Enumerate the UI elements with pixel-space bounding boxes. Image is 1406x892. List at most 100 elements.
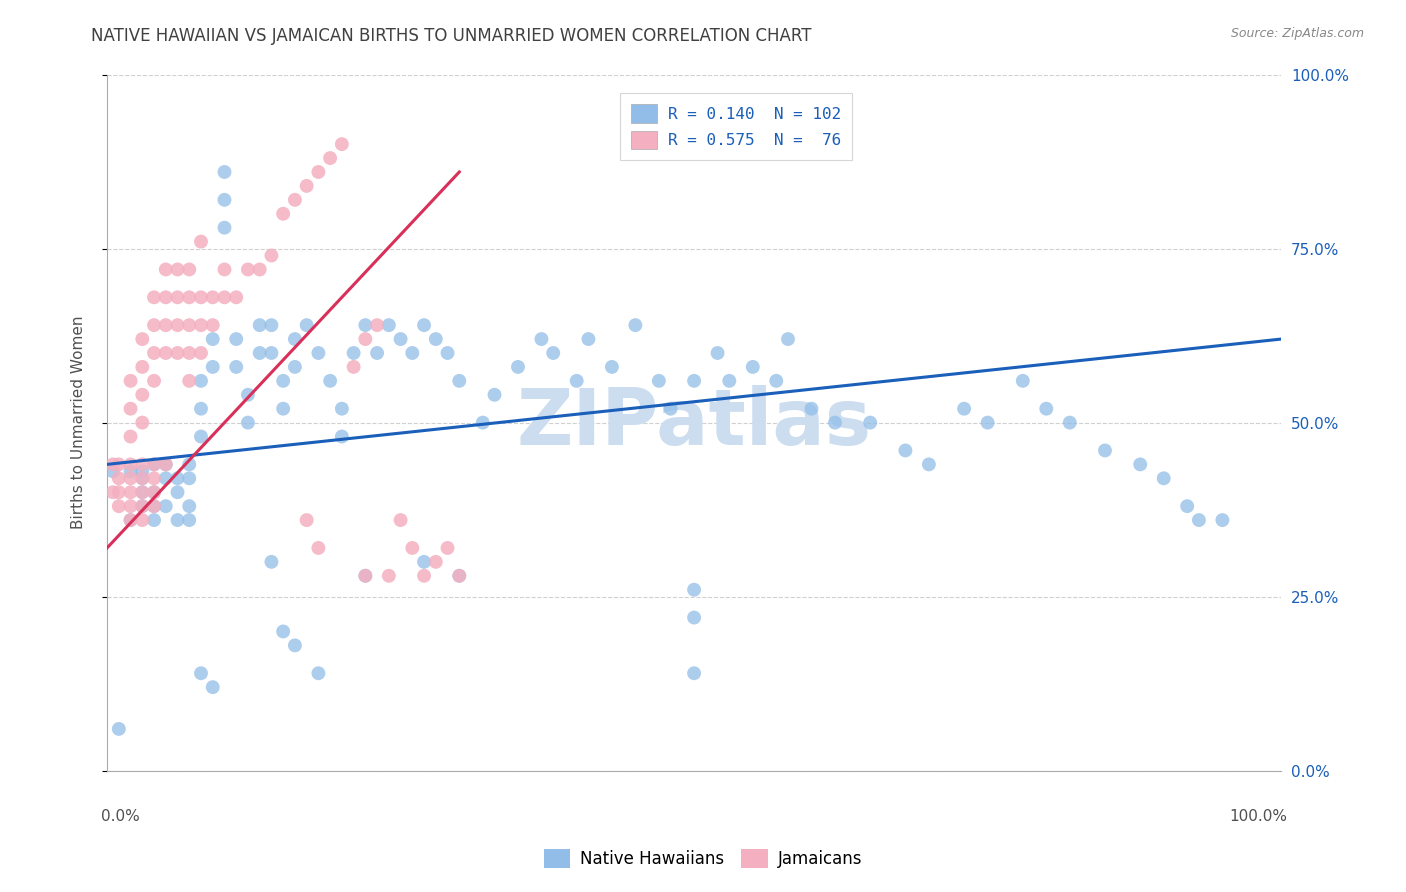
Point: [578, 332, 600, 346]
Point: [131, 471, 153, 485]
Point: [894, 443, 917, 458]
Point: [131, 416, 153, 430]
Point: [260, 346, 283, 360]
Point: [190, 290, 212, 304]
Point: [354, 568, 377, 582]
Point: [155, 346, 177, 360]
Point: [271, 401, 294, 416]
Point: [330, 429, 353, 443]
Point: [190, 401, 212, 416]
Point: [1175, 499, 1198, 513]
Point: [179, 290, 201, 304]
Point: [284, 193, 307, 207]
Point: [143, 318, 166, 333]
Point: [1211, 513, 1233, 527]
Point: [449, 568, 471, 582]
Point: [389, 513, 412, 527]
Point: [155, 458, 177, 472]
Point: [271, 624, 294, 639]
Point: [343, 346, 366, 360]
Point: [190, 429, 212, 443]
Point: [706, 346, 728, 360]
Point: [201, 359, 224, 374]
Point: [284, 332, 307, 346]
Point: [366, 318, 388, 333]
Point: [143, 499, 166, 513]
Point: [295, 178, 318, 193]
Point: [378, 568, 401, 582]
Point: [120, 499, 142, 513]
Point: [108, 485, 131, 500]
Point: [330, 401, 353, 416]
Point: [108, 499, 131, 513]
Point: [166, 513, 188, 527]
Point: [155, 318, 177, 333]
Point: [330, 137, 353, 152]
Point: [166, 262, 188, 277]
Point: [143, 458, 166, 472]
Point: [1153, 471, 1175, 485]
Point: [225, 290, 247, 304]
Point: [166, 290, 188, 304]
Point: [953, 401, 976, 416]
Point: [179, 499, 201, 513]
Point: [101, 485, 124, 500]
Point: [307, 541, 329, 555]
Point: [1129, 458, 1152, 472]
Point: [225, 359, 247, 374]
Point: [541, 346, 564, 360]
Point: [201, 332, 224, 346]
Point: [120, 374, 142, 388]
Point: [131, 388, 153, 402]
Point: [155, 471, 177, 485]
Point: [683, 374, 706, 388]
Point: [624, 318, 647, 333]
Point: [143, 513, 166, 527]
Point: [565, 374, 588, 388]
Point: [131, 513, 153, 527]
Point: [120, 513, 142, 527]
Point: [120, 458, 142, 472]
Point: [131, 485, 153, 500]
Point: [108, 722, 131, 736]
Legend: Native Hawaiians, Jamaicans: Native Hawaiians, Jamaicans: [537, 843, 869, 875]
Point: [683, 610, 706, 624]
Point: [214, 165, 236, 179]
Point: [131, 499, 153, 513]
Point: [166, 471, 188, 485]
Point: [179, 374, 201, 388]
Point: [1094, 443, 1116, 458]
Point: [471, 416, 494, 430]
Point: [214, 290, 236, 304]
Point: [101, 458, 124, 472]
Point: [131, 464, 153, 478]
Point: [143, 499, 166, 513]
Point: [271, 374, 294, 388]
Point: [120, 464, 142, 478]
Point: [1011, 374, 1033, 388]
Point: [179, 458, 201, 472]
Text: ZIPatlas: ZIPatlas: [516, 384, 872, 460]
Point: [214, 193, 236, 207]
Point: [108, 458, 131, 472]
Point: [179, 318, 201, 333]
Point: [683, 666, 706, 681]
Y-axis label: Births to Unmarried Women: Births to Unmarried Women: [72, 316, 86, 529]
Point: [120, 485, 142, 500]
Point: [659, 401, 682, 416]
Point: [307, 165, 329, 179]
Point: [131, 485, 153, 500]
Point: [131, 471, 153, 485]
Point: [295, 318, 318, 333]
Point: [143, 458, 166, 472]
Point: [718, 374, 741, 388]
Point: [436, 541, 458, 555]
Point: [214, 220, 236, 235]
Point: [307, 346, 329, 360]
Point: [131, 332, 153, 346]
Point: [307, 666, 329, 681]
Point: [249, 318, 271, 333]
Point: [295, 513, 318, 527]
Point: [120, 429, 142, 443]
Point: [155, 290, 177, 304]
